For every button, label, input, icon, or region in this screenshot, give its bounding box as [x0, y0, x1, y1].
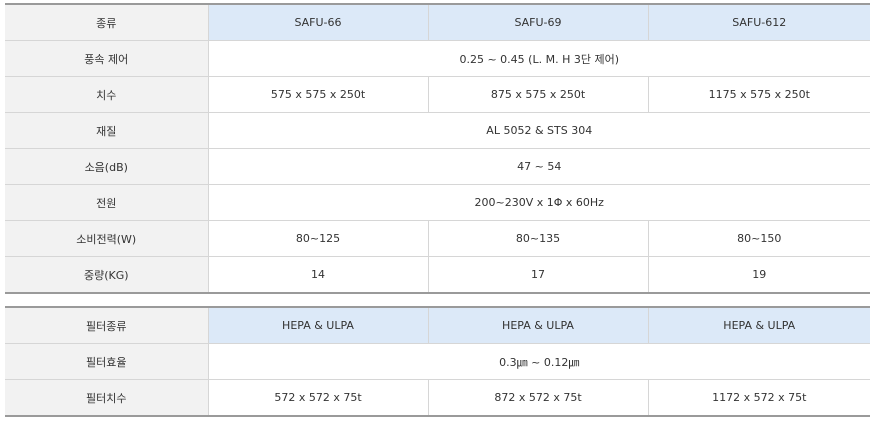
header-cell: HEPA & ULPA — [647, 306, 870, 344]
cell: 17 — [427, 256, 648, 293]
header-cell: SAFU-612 — [647, 3, 870, 41]
header-row: 필터종류 HEPA & ULPA HEPA & ULPA HEPA & ULPA — [5, 306, 870, 344]
table-row: 소음(dB) 47 ~ 54 — [5, 148, 870, 185]
header-row: 종류 SAFU-66 SAFU-69 SAFU-612 — [5, 3, 870, 41]
table-row: 중량(KG) 14 17 19 — [5, 256, 870, 293]
cell: 575 x 575 x 250t — [207, 76, 428, 113]
cell: 875 x 575 x 250t — [427, 76, 648, 113]
row-label: 전원 — [5, 184, 208, 221]
table-row: 치수 575 x 575 x 250t 875 x 575 x 250t 1175 x… — [5, 76, 870, 113]
table-row: 필터치수 572 x 572 x 75t 872 x 572 x 75t 1172 x… — [5, 379, 870, 416]
row-label: 풍속 제어 — [5, 40, 208, 77]
cell: 47 ~ 54 — [207, 148, 870, 185]
row-label: 치수 — [5, 76, 208, 113]
spec-table: 필터종류 HEPA & ULPA HEPA & ULPA HEPA & ULPA 필터효… — [5, 306, 870, 417]
header-cell: SAFU-69 — [427, 3, 648, 41]
cell: 0.25 ~ 0.45 (L. M. H 3단 제어) — [207, 40, 870, 77]
table-row: 소비전력(W) 80~125 80~135 80~150 — [5, 220, 870, 257]
row-label: 중량(KG) — [5, 256, 208, 293]
cell: 0.3㎛ ~ 0.12㎛ — [207, 343, 870, 380]
header-cell: 종류 — [5, 3, 208, 41]
cell: 200~230V x 1Φ x 60Hz — [207, 184, 870, 221]
row-label: 필터효율 — [5, 343, 208, 380]
header-cell: HEPA & ULPA — [207, 306, 428, 344]
table-row: 필터효율 0.3㎛ ~ 0.12㎛ — [5, 343, 870, 380]
cell: 1175 x 575 x 250t — [647, 76, 870, 113]
table-row: 풍속 제어 0.25 ~ 0.45 (L. M. H 3단 제어) — [5, 40, 870, 77]
cell: 572 x 572 x 75t — [207, 379, 428, 416]
cell: 80~135 — [427, 220, 648, 257]
header-cell: SAFU-66 — [207, 3, 428, 41]
spec-tables: 종류 SAFU-66 SAFU-69 SAFU-612 풍속 제어 0.25 ~ 0.45… — [5, 3, 870, 429]
header-cell: HEPA & ULPA — [427, 306, 648, 344]
row-label: 소음(dB) — [5, 148, 208, 185]
cell: 1172 x 572 x 75t — [647, 379, 870, 416]
row-label: 필터치수 — [5, 379, 208, 416]
row-label: 재질 — [5, 112, 208, 149]
cell: 80~125 — [207, 220, 428, 257]
cell: 19 — [647, 256, 870, 293]
cell: 872 x 572 x 75t — [427, 379, 648, 416]
header-cell: 필터종류 — [5, 306, 208, 344]
cell: 80~150 — [647, 220, 870, 257]
row-label: 소비전력(W) — [5, 220, 208, 257]
cell: AL 5052 & STS 304 — [207, 112, 870, 149]
table-row: 재질 AL 5052 & STS 304 — [5, 112, 870, 149]
table-row: 전원 200~230V x 1Φ x 60Hz — [5, 184, 870, 221]
spec-table: 종류 SAFU-66 SAFU-69 SAFU-612 풍속 제어 0.25 ~ 0.45… — [5, 3, 870, 294]
cell: 14 — [207, 256, 428, 293]
